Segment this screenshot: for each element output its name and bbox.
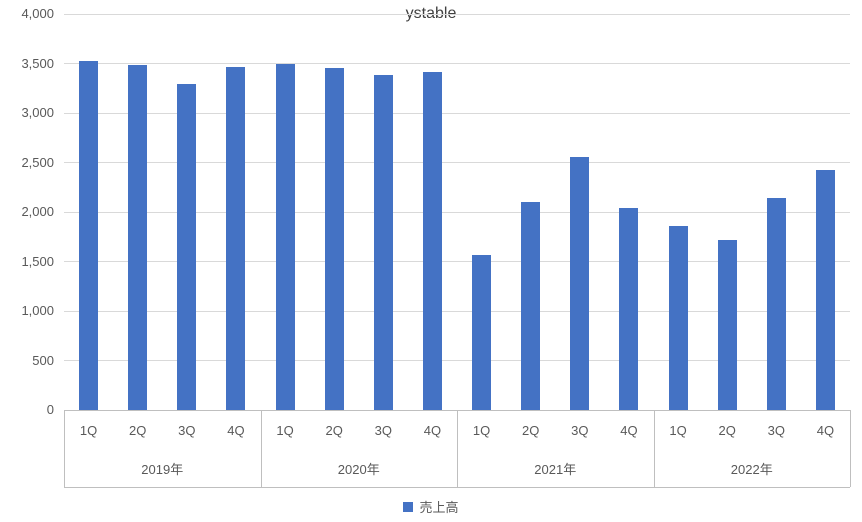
year-group-separator	[850, 410, 851, 487]
bar-2019-1q[interactable]	[79, 60, 99, 410]
x-axis-quarter-label: 4Q	[227, 423, 245, 438]
x-axis-year-label: 2022年	[730, 462, 773, 477]
year-group-separator	[64, 410, 65, 487]
x-axis-bottom-line	[64, 487, 850, 488]
x-axis-year-label: 2020年	[337, 462, 380, 477]
bar-2022-1q[interactable]	[668, 225, 688, 410]
bar-2021-3q[interactable]	[570, 156, 590, 410]
x-axis-quarter-label: 2Q	[129, 423, 147, 438]
y-axis-tick-label: 2,000	[21, 204, 54, 219]
gridline	[64, 112, 850, 114]
legend[interactable]: 売上高	[0, 497, 862, 516]
x-axis-quarter-label: 2Q	[522, 423, 540, 438]
x-axis-quarter-label: 3Q	[571, 423, 589, 438]
x-axis-quarter-label: 2Q	[718, 423, 736, 438]
bar-2020-2q[interactable]	[324, 68, 344, 410]
x-axis-quarter-label: 3Q	[374, 423, 392, 438]
bar-2021-1q[interactable]	[472, 254, 492, 410]
x-axis-quarter-label: 1Q	[79, 423, 98, 438]
y-axis-tick-label: 4,000	[21, 6, 54, 21]
year-group-separator	[457, 410, 458, 487]
x-axis-year-label: 2019年	[141, 462, 184, 477]
gridline	[64, 162, 850, 163]
gridline	[64, 63, 850, 64]
bar-2019-2q[interactable]	[128, 65, 148, 410]
bar-2022-2q[interactable]	[717, 239, 737, 410]
gridline	[64, 360, 850, 361]
x-axis-quarter-label: 4Q	[423, 423, 442, 438]
bar-2020-1q[interactable]	[275, 64, 295, 410]
gridline	[64, 310, 850, 312]
gridline	[64, 13, 850, 15]
x-axis-quarter-label: 2Q	[325, 423, 343, 438]
y-axis-tick-label: 500	[32, 352, 54, 368]
bar-2021-4q[interactable]	[619, 208, 639, 410]
year-group-separator	[260, 410, 262, 487]
y-axis-tick-label: 1,000	[21, 303, 54, 318]
x-axis-year-label: 2021年	[534, 462, 577, 477]
x-axis-quarter-label: 3Q	[767, 423, 785, 438]
bar-2022-3q[interactable]	[766, 198, 786, 410]
x-axis-quarter-label: 1Q	[669, 423, 687, 438]
gridline	[64, 211, 850, 213]
x-axis-quarter-label: 1Q	[276, 423, 294, 438]
bar-2019-3q[interactable]	[177, 84, 197, 410]
y-axis-tick-label: 0	[46, 402, 54, 417]
x-axis-quarter-label: 3Q	[178, 423, 196, 438]
bar-2019-4q[interactable]	[226, 67, 246, 410]
bar-2022-4q[interactable]	[815, 170, 835, 410]
bar-2021-2q[interactable]	[521, 202, 541, 410]
y-axis-tick-label: 3,500	[21, 55, 54, 71]
x-axis-quarter-label: 4Q	[816, 423, 835, 438]
y-axis-tick-label: 3,000	[21, 105, 54, 120]
bar-2020-4q[interactable]	[422, 72, 442, 410]
x-axis-quarter-label: 1Q	[472, 423, 491, 438]
bar-2020-3q[interactable]	[373, 75, 393, 410]
year-group-separator	[653, 410, 655, 487]
x-axis-quarter-label: 4Q	[620, 423, 638, 438]
legend-swatch-icon	[403, 501, 414, 512]
y-axis-tick-label: 2,500	[21, 154, 54, 170]
y-axis-tick-label: 1,500	[21, 253, 54, 269]
gridline	[64, 261, 850, 262]
legend-label: 売上高	[419, 500, 459, 515]
